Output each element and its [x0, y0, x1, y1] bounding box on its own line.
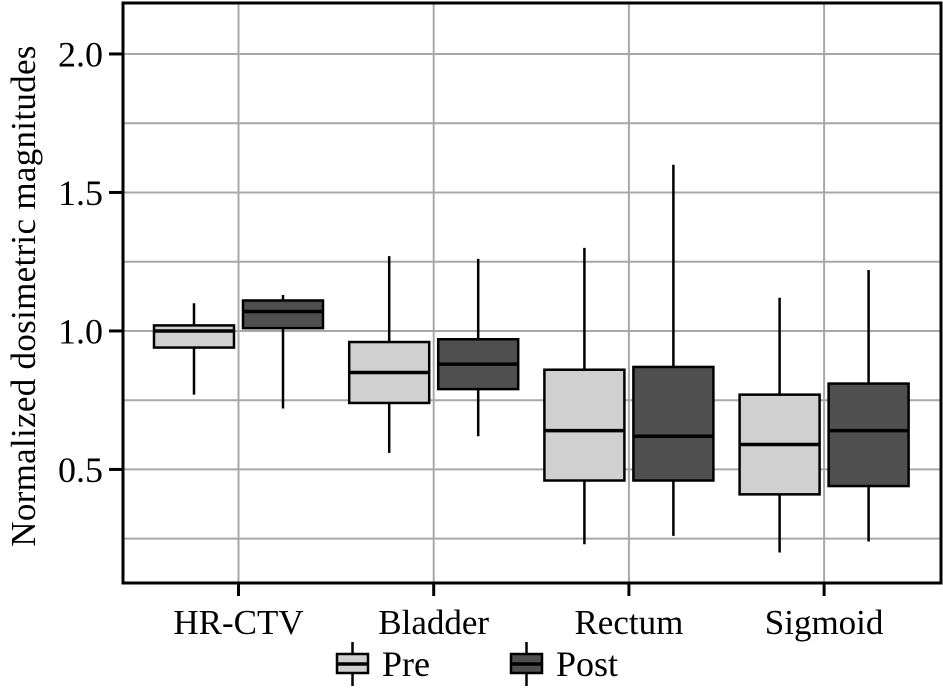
y-tick-label-0-5: 0.5	[58, 450, 103, 490]
legend-label-pre: Pre	[382, 644, 430, 684]
y-axis-label: Normalized dosimetric magnitudes	[4, 45, 43, 547]
y-tick-label-1-0: 1.0	[58, 311, 103, 351]
box-post-hr-ctv	[241, 299, 325, 330]
legend-item-pre: Pre	[334, 641, 430, 687]
box-post-sigmoid	[827, 382, 910, 488]
x-tick-label-bladder: Bladder	[378, 603, 489, 642]
box-post-rectum	[632, 365, 715, 482]
legend: Pre Post	[334, 641, 618, 687]
legend-label-post: Post	[556, 644, 619, 684]
pre-boxplot-swatch-icon	[335, 642, 370, 686]
legend-item-post: Post	[508, 641, 618, 687]
y-tick-label-1-5: 1.5	[58, 173, 103, 213]
axis-ticks-and-labels: 0.5 1.0 1.5 2.0 HR-CTV Bladder Rectum Sigmoid	[58, 34, 884, 642]
y-tick-label-2-0: 2.0	[58, 34, 103, 74]
gridlines	[123, 3, 941, 583]
x-tick-label-sigmoid: Sigmoid	[765, 603, 884, 642]
x-tick-label-rectum: Rectum	[574, 603, 683, 642]
boxplot-series	[152, 164, 910, 553]
post-boxplot-swatch-icon	[509, 642, 544, 686]
box-pre-rectum	[543, 368, 626, 482]
x-tick-label-hr-ctv: HR-CTV	[173, 603, 303, 642]
box-pre-hr-ctv	[152, 324, 236, 349]
plot-border	[121, 1, 943, 585]
